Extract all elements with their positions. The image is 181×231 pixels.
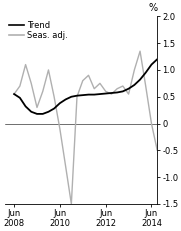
Legend: Trend, Seas. adj.: Trend, Seas. adj. — [9, 21, 68, 40]
Text: %: % — [148, 3, 157, 12]
